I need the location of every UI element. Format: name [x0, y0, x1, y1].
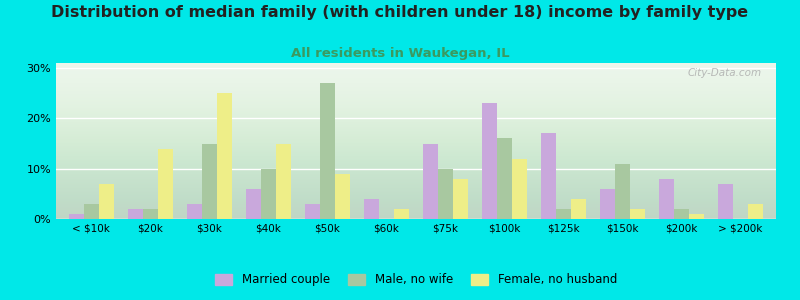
Bar — [98, 184, 114, 219]
Bar — [70, 214, 84, 219]
Bar — [601, 189, 615, 219]
Text: Distribution of median family (with children under 18) income by family type: Distribution of median family (with chil… — [51, 4, 749, 20]
Bar — [659, 179, 674, 219]
Bar — [187, 204, 202, 219]
Bar — [512, 159, 526, 219]
Bar — [158, 148, 173, 219]
Bar — [748, 204, 762, 219]
Bar — [276, 143, 290, 219]
Text: City-Data.com: City-Data.com — [687, 68, 762, 78]
Bar — [482, 103, 497, 219]
Bar — [84, 204, 98, 219]
Bar — [615, 164, 630, 219]
Bar — [202, 143, 217, 219]
Bar — [246, 189, 261, 219]
Text: All residents in Waukegan, IL: All residents in Waukegan, IL — [290, 46, 510, 59]
Bar — [689, 214, 704, 219]
Bar — [128, 209, 143, 219]
Legend: Married couple, Male, no wife, Female, no husband: Married couple, Male, no wife, Female, n… — [210, 268, 622, 291]
Bar — [320, 83, 335, 219]
Bar — [261, 169, 276, 219]
Bar — [497, 139, 512, 219]
Bar — [217, 93, 231, 219]
Bar — [335, 174, 350, 219]
Bar — [364, 199, 379, 219]
Bar — [718, 184, 734, 219]
Bar — [630, 209, 645, 219]
Bar — [674, 209, 689, 219]
Bar — [556, 209, 571, 219]
Bar — [571, 199, 586, 219]
Bar — [438, 169, 453, 219]
Bar — [306, 204, 320, 219]
Bar — [423, 143, 438, 219]
Bar — [453, 179, 468, 219]
Bar — [143, 209, 158, 219]
Bar — [394, 209, 409, 219]
Bar — [542, 134, 556, 219]
